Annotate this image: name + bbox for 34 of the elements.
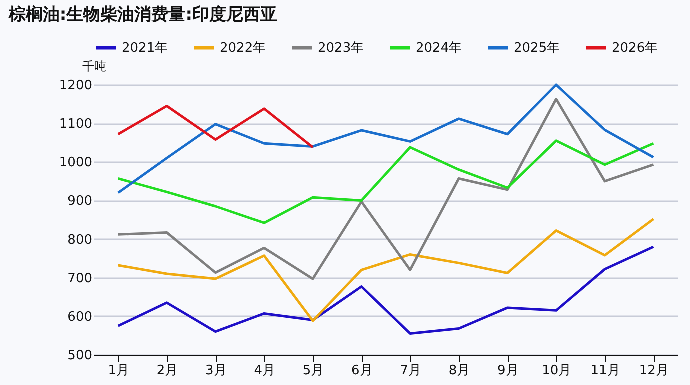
legend-label: 2025年 — [514, 41, 560, 56]
x-tick-label: 5月 — [302, 364, 324, 378]
line-series — [117, 104, 314, 149]
chart-title: 棕榈油:生物柴油消费量:印度尼西亚 — [8, 5, 278, 25]
line-series — [117, 218, 655, 322]
y-tick-label: 1000 — [59, 156, 92, 171]
x-tick-label: 11月 — [590, 364, 620, 378]
legend-label: 2021年 — [122, 41, 168, 56]
x-tick-label: 4月 — [254, 364, 276, 378]
legend-label: 2026年 — [612, 41, 658, 56]
y-tick-label: 800 — [68, 232, 92, 248]
line-series — [117, 98, 655, 280]
x-tick-label: 8月 — [448, 364, 470, 378]
x-tick-label: 12月 — [639, 364, 669, 378]
y-tick-label: 900 — [68, 194, 92, 210]
x-tick-label: 10月 — [542, 364, 572, 378]
legend-label: 2022年 — [220, 41, 266, 56]
line-series — [117, 246, 655, 336]
y-tick-label: 1200 — [59, 78, 92, 94]
x-tick-label: 7月 — [400, 364, 422, 378]
x-tick-label: 3月 — [206, 364, 227, 378]
y-tick-label: 500 — [68, 348, 92, 364]
x-tick-label: 9月 — [498, 364, 519, 378]
y-tick-label: 700 — [68, 271, 92, 286]
y-tick-label: 600 — [68, 310, 92, 325]
x-tick-label: 6月 — [352, 364, 373, 378]
line-series — [117, 140, 655, 224]
x-tick-label: 1月 — [108, 364, 130, 378]
line-series — [117, 84, 655, 194]
y-tick-label: 1100 — [59, 117, 92, 132]
legend-label: 2023年 — [318, 41, 364, 56]
y-axis-title: 千吨 — [82, 60, 106, 74]
legend-label: 2024年 — [416, 41, 462, 56]
x-tick-label: 2月 — [156, 364, 178, 378]
